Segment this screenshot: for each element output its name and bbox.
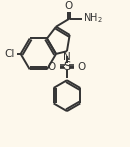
Text: S: S xyxy=(63,60,71,73)
Text: O: O xyxy=(78,62,86,72)
Text: NH$_2$: NH$_2$ xyxy=(83,12,103,25)
Text: Cl: Cl xyxy=(5,49,15,59)
Text: O: O xyxy=(48,62,56,72)
Text: N: N xyxy=(63,52,71,62)
Text: O: O xyxy=(65,1,73,11)
